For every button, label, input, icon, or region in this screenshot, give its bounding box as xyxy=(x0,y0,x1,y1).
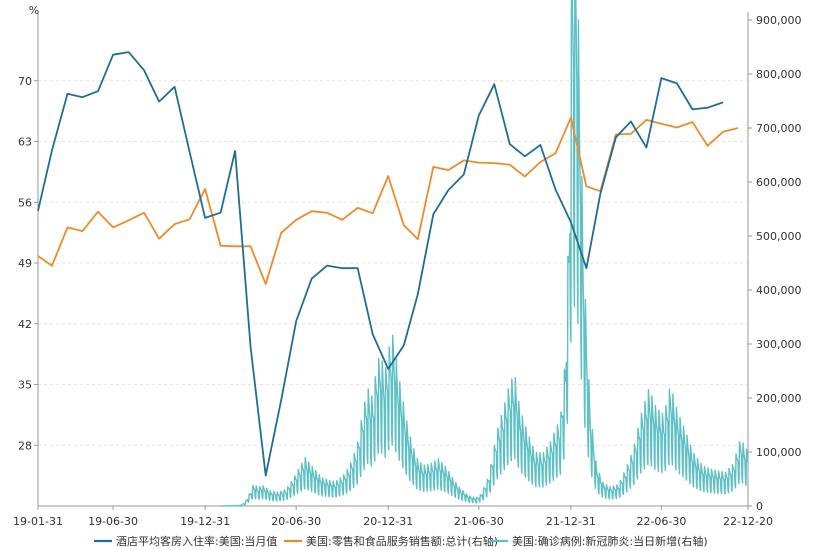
y-left-tick-label: 28 xyxy=(18,439,32,452)
x-tick-label: 19-12-31 xyxy=(180,515,230,528)
y-left-unit-label: % xyxy=(29,4,39,17)
series-line-covid-cases xyxy=(220,0,749,507)
legend-item-covid-cases: 美国:确诊病例:新冠肺炎:当日新增(右轴) xyxy=(490,534,708,548)
y-right-tick-label: 700,000 xyxy=(756,122,802,135)
legend: 酒店平均客房入住率:美国:当月值 美国:零售和食品服务销售额:总计(右轴) 美国:确… xyxy=(94,534,708,548)
y-right-tick-label: 900,000 xyxy=(756,14,802,27)
axes: 28 35 42 49 56 63 70 0 100,000 200,000 300,000 400,… xyxy=(13,12,802,528)
legend-item-retail-sales: 美国:零售和食品服务销售额:总计(右轴) xyxy=(284,534,498,548)
y-left-tick-label: 56 xyxy=(18,196,32,209)
y-right-tick-label: 0 xyxy=(756,500,763,513)
legend-label: 美国:零售和食品服务销售额:总计(右轴) xyxy=(306,534,498,548)
y-left-tick-label: 42 xyxy=(18,318,32,331)
series-line-retail-sales xyxy=(37,116,739,285)
y-right-tick-label: 300,000 xyxy=(756,338,802,351)
legend-label: 美国:确诊病例:新冠肺炎:当日新增(右轴) xyxy=(512,534,708,548)
y-right-tick-label: 500,000 xyxy=(756,230,802,243)
x-tick-label: 19-01-31 xyxy=(13,515,63,528)
legend-label: 酒店平均客房入住率:美国:当月值 xyxy=(116,534,277,548)
series-line-hotel-occupancy xyxy=(37,51,724,477)
legend-item-hotel-occupancy: 酒店平均客房入住率:美国:当月值 xyxy=(94,534,277,548)
x-tick-label: 19-06-30 xyxy=(88,515,138,528)
x-tick-label: 20-06-30 xyxy=(271,515,321,528)
y-right-tick-label: 100,000 xyxy=(756,446,802,459)
x-tick-label: 22-12-20 xyxy=(723,515,773,528)
y-left-tick-label: 35 xyxy=(18,379,32,392)
y-left-tick-label: 63 xyxy=(18,136,32,149)
y-right-tick-label: 400,000 xyxy=(756,284,802,297)
y-right-tick-label: 200,000 xyxy=(756,392,802,405)
y-left-tick-label: 70 xyxy=(18,75,32,88)
x-tick-label: 21-06-30 xyxy=(454,515,504,528)
x-tick-label: 20-12-31 xyxy=(363,515,413,528)
y-right-tick-label: 800,000 xyxy=(756,68,802,81)
x-tick-label: 21-12-31 xyxy=(546,515,596,528)
series-layer xyxy=(37,0,749,507)
y-right-tick-label: 600,000 xyxy=(756,176,802,189)
y-left-tick-label: 49 xyxy=(18,257,32,270)
x-tick-label: 22-06-30 xyxy=(636,515,686,528)
